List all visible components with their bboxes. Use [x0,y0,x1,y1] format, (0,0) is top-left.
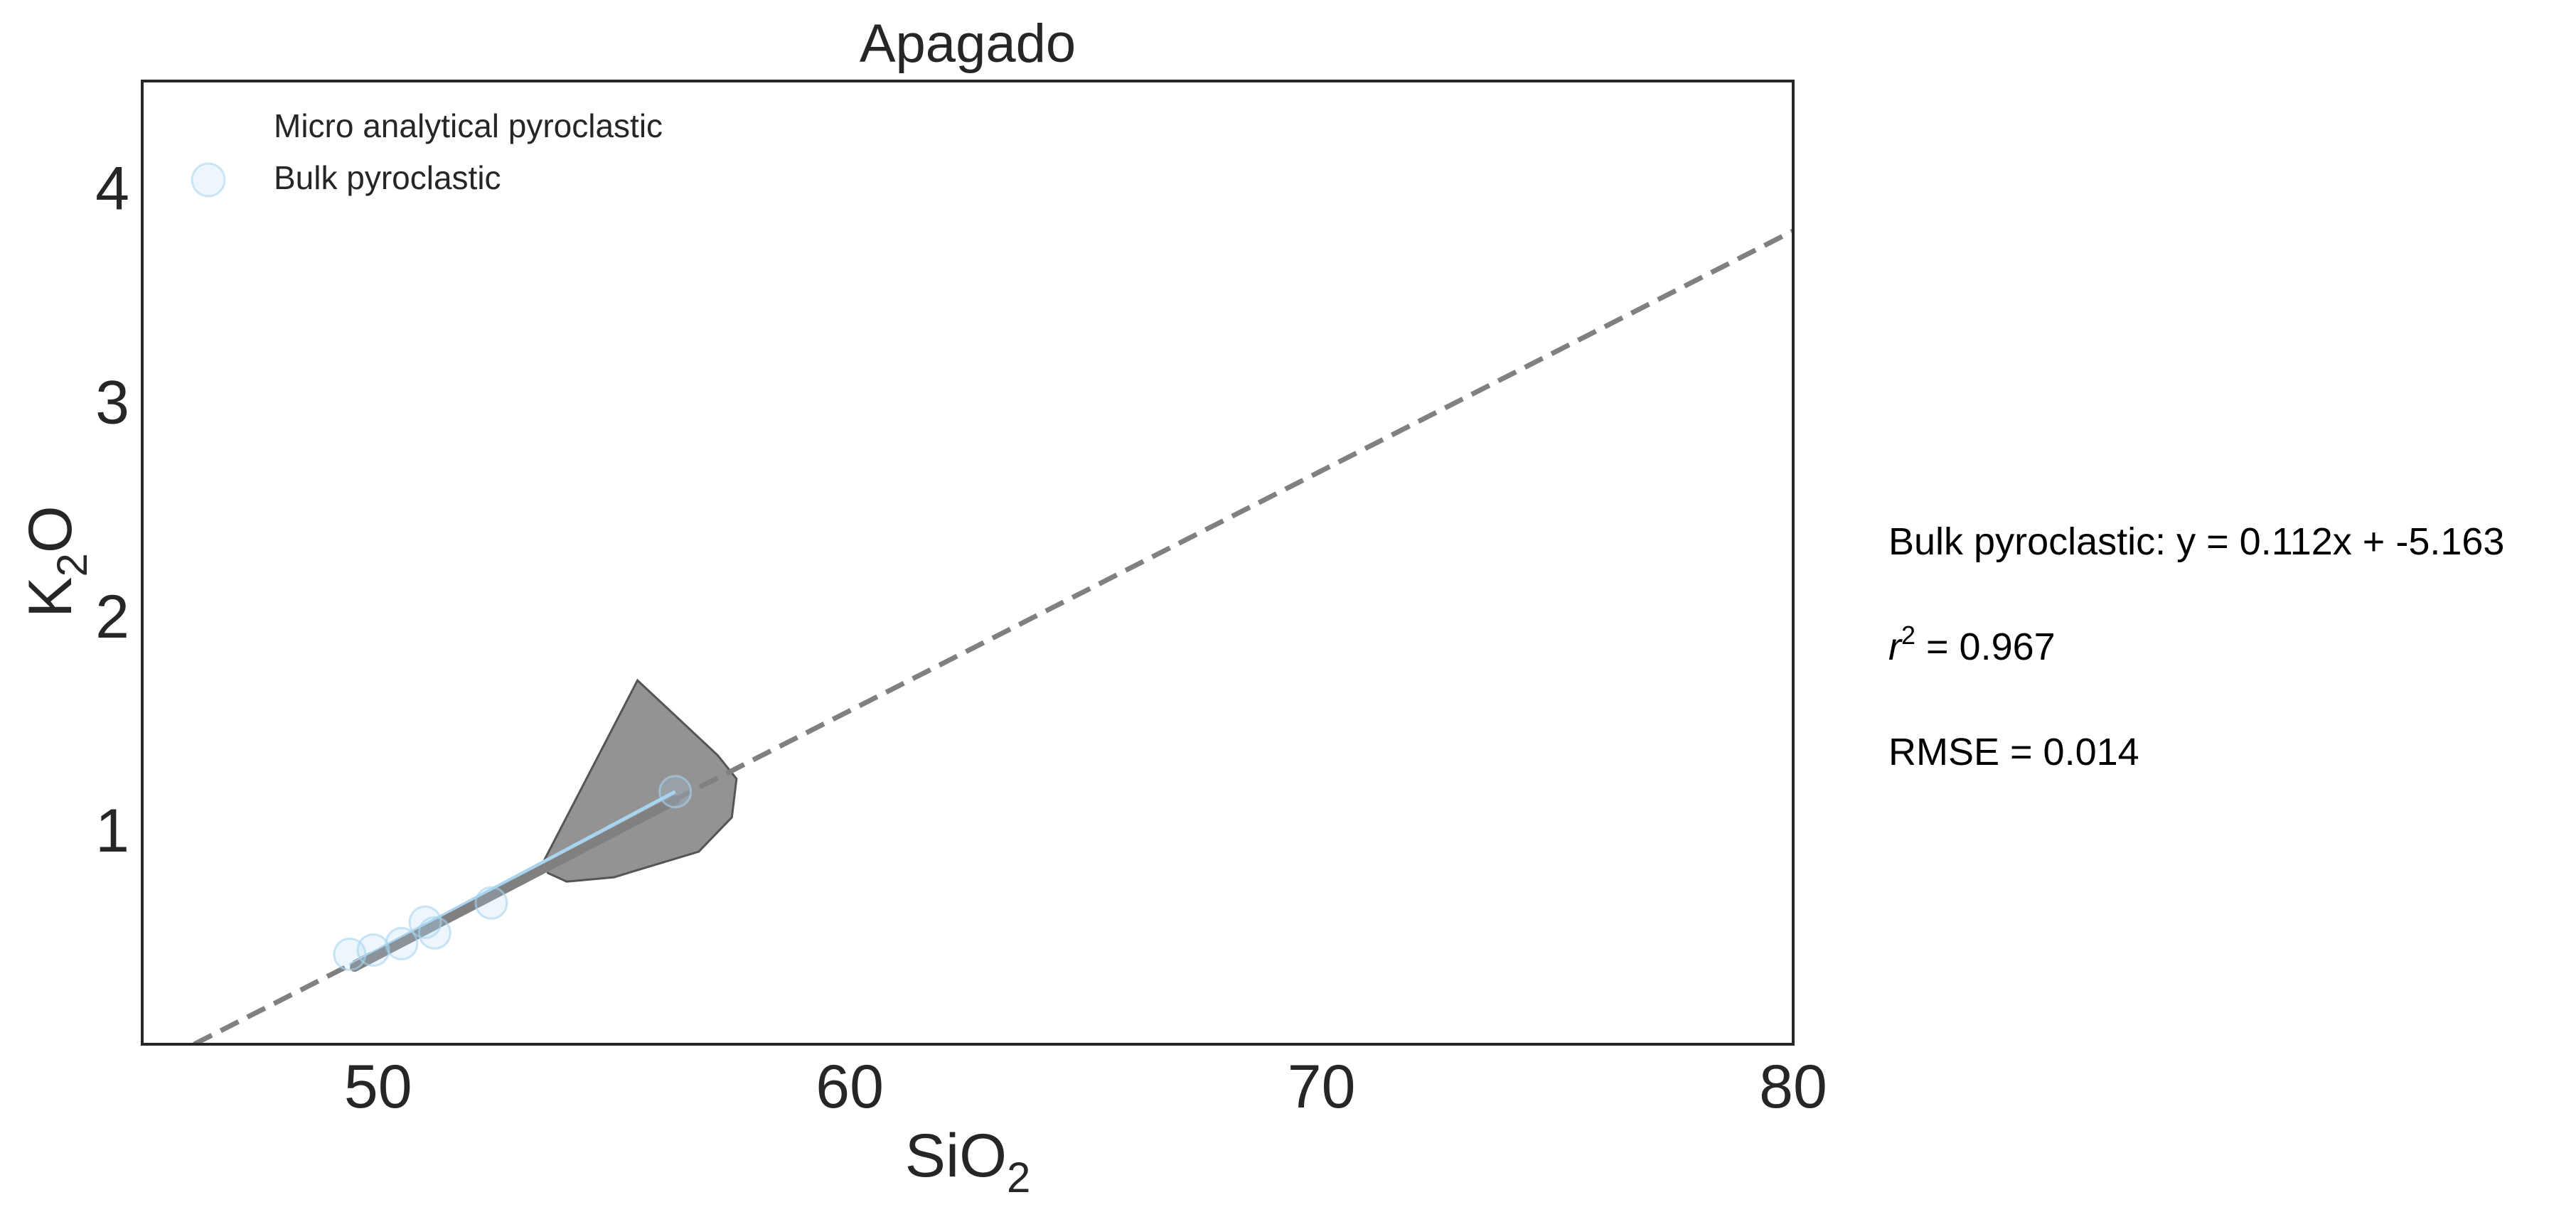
bulk-point [408,905,442,939]
y-tick-label: 1 [95,797,129,865]
micro-hull-layer [542,678,738,883]
y-tick-label: 3 [95,369,129,437]
plot-frame [141,80,1795,1046]
bulk-point [474,886,508,920]
x-tick-label: 80 [1759,1053,1827,1121]
legend-entry-micro: Micro analytical pyroclastic [274,107,663,144]
bulk-point [658,775,693,809]
bulk-fit-line [348,790,676,967]
bulk-point [417,916,451,950]
bulk-point [356,933,390,967]
micro-analytical-hull [542,678,738,883]
rmse: RMSE = 0.014 [1888,731,2139,773]
y-axis-label: K2O [16,505,96,618]
legend: Micro analytical pyroclastic Bulk pyrocl… [191,107,663,198]
bulk-points-layer [333,775,693,972]
y-tick-label: 2 [95,583,129,651]
legend-entry-bulk: Bulk pyroclastic [274,159,501,196]
bulk-point [385,926,419,960]
r-squared: r2 = 0.967 [1888,621,2056,668]
x-axis-label: SiO2 [905,1122,1031,1201]
y-tick-label: 4 [95,155,129,223]
x-tick-labels: 50 60 70 80 [344,1053,1827,1121]
chart-title: Apagado [860,14,1076,74]
fit-lines-layer [193,228,1793,1044]
plot-area [193,228,1793,1044]
regression-stats: Bulk pyroclastic: y = 0.112x + -5.163 r2… [1888,520,2504,773]
x-tick-label: 70 [1288,1053,1356,1121]
regression-equation: Bulk pyroclastic: y = 0.112x + -5.163 [1888,520,2504,563]
y-tick-labels: 1 2 3 4 [95,155,129,865]
micro-fit-line [350,795,680,972]
legend-marker-bulk [191,162,226,198]
x-tick-label: 60 [816,1053,884,1121]
x-tick-label: 50 [344,1053,412,1121]
